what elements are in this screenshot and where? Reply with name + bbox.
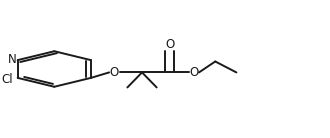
Text: O: O <box>189 66 199 79</box>
Text: Cl: Cl <box>1 73 13 86</box>
Text: N: N <box>7 53 16 66</box>
Text: O: O <box>165 38 174 51</box>
Text: O: O <box>110 66 119 79</box>
